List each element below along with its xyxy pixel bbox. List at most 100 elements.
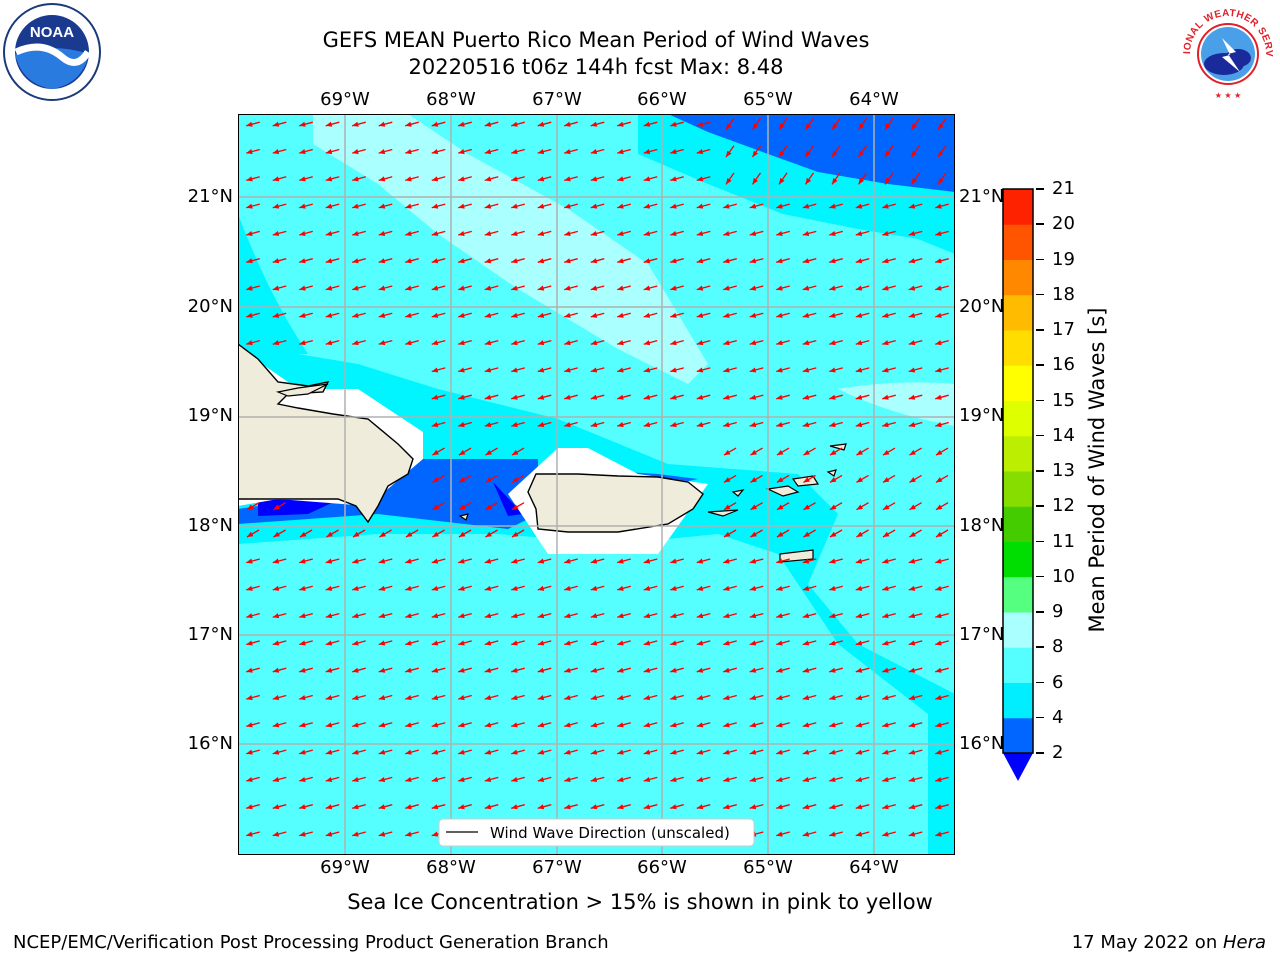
- wave-direction-arrow: [484, 148, 499, 155]
- wave-direction-arrow: [484, 394, 499, 400]
- wave-direction-arrow: [935, 230, 949, 236]
- wave-direction-arrow: [670, 230, 684, 236]
- wave-direction-arrow: [670, 749, 684, 755]
- wave-direction-arrow: [511, 558, 525, 564]
- lat-label-left-19n: 19°N: [187, 405, 233, 426]
- wave-direction-arrow: [696, 722, 711, 728]
- wave-direction-arrow: [829, 285, 843, 291]
- wave-direction-arrow: [670, 312, 684, 318]
- wave-direction-arrow: [432, 447, 445, 456]
- colorbar-tick-mark: [1036, 540, 1044, 542]
- wave-direction-arrow: [908, 804, 923, 810]
- wave-direction-arrow: [802, 640, 817, 646]
- wave-direction-arrow: [484, 776, 499, 782]
- wave-direction-arrow: [564, 667, 578, 673]
- wave-direction-arrow: [802, 230, 817, 236]
- wave-direction-arrow: [537, 640, 552, 646]
- lon-label-bottom-66w: 66°W: [637, 857, 687, 878]
- wave-direction-arrow: [246, 339, 260, 346]
- wave-direction-arrow: [935, 722, 949, 728]
- wave-direction-arrow: [378, 749, 393, 755]
- colorbar-cell: [1003, 506, 1033, 542]
- wave-direction-arrow: [325, 230, 340, 236]
- wave-direction-arrow: [537, 558, 552, 564]
- wave-direction-arrow: [776, 203, 790, 209]
- wave-direction-arrow: [696, 121, 711, 127]
- wave-direction-arrow: [882, 203, 896, 209]
- wave-direction-arrow: [882, 749, 896, 755]
- wave-direction-arrow: [272, 339, 287, 346]
- wave-direction-arrow: [246, 285, 260, 291]
- wave-direction-arrow: [829, 804, 843, 810]
- wave-direction-arrow: [643, 285, 658, 291]
- wave-direction-arrow: [405, 258, 419, 264]
- wave-direction-arrow: [299, 203, 313, 209]
- wave-direction-arrow: [776, 694, 790, 701]
- wave-direction-arrow: [937, 117, 947, 131]
- wave-direction-arrow: [273, 502, 286, 511]
- wave-direction-arrow: [458, 230, 472, 236]
- lon-label-top-67w: 67°W: [532, 89, 582, 110]
- wave-direction-arrow: [352, 585, 366, 591]
- wave-direction-arrow: [564, 585, 578, 591]
- wave-direction-arrow: [670, 694, 684, 701]
- wave-direction-arrow: [723, 285, 737, 291]
- colorbar-cell: [1003, 189, 1033, 225]
- wave-direction-arrow: [511, 367, 525, 373]
- wave-direction-arrow: [272, 285, 287, 291]
- wave-direction-arrow: [484, 640, 499, 646]
- wave-direction-arrow: [882, 585, 896, 591]
- wave-direction-arrow: [325, 176, 340, 182]
- wave-direction-arrow: [723, 804, 737, 810]
- wave-direction-arrow: [617, 285, 631, 291]
- hispaniola-land: [238, 343, 414, 524]
- colorbar-cell: [1003, 294, 1033, 331]
- wave-direction-arrow: [831, 117, 841, 131]
- wave-direction-arrow: [511, 394, 525, 400]
- wave-direction-arrow: [802, 804, 817, 810]
- wave-direction-arrow: [617, 339, 631, 346]
- wave-direction-arrow: [749, 230, 764, 236]
- wave-direction-arrow: [458, 804, 472, 810]
- wave-direction-arrow: [352, 558, 366, 564]
- wave-direction-arrow: [670, 148, 684, 155]
- wave-direction-arrow: [458, 776, 472, 782]
- wave-direction-arrow: [458, 339, 472, 346]
- wave-direction-arrow: [643, 585, 658, 591]
- wave-direction-arrow: [325, 285, 340, 291]
- wave-direction-arrow: [352, 667, 366, 673]
- wave-direction-arrow: [776, 474, 790, 483]
- wave-direction-arrow: [670, 121, 684, 127]
- colorbar-tick-label: 13: [1052, 460, 1075, 481]
- wave-direction-arrow: [723, 312, 737, 318]
- wave-direction-arrow: [882, 339, 896, 346]
- wave-direction-arrow: [749, 558, 764, 564]
- wave-direction-arrow: [829, 203, 843, 209]
- wave-direction-arrow: [855, 749, 870, 755]
- wave-direction-arrow: [882, 558, 896, 564]
- wave-direction-arrow: [431, 694, 446, 701]
- wave-direction-arrow: [537, 585, 552, 591]
- wave-direction-arrow: [458, 694, 472, 701]
- wave-direction-arrow: [749, 749, 764, 755]
- wave-direction-arrow: [935, 339, 949, 346]
- wave-direction-arrow: [776, 722, 790, 728]
- wave-direction-arrow: [511, 421, 525, 428]
- wave-direction-arrow: [431, 394, 446, 400]
- wave-direction-arrow: [908, 367, 923, 373]
- wave-direction-arrow: [484, 612, 499, 619]
- wave-direction-arrow: [405, 722, 419, 728]
- wave-direction-arrow: [882, 831, 896, 837]
- wave-direction-arrow: [829, 694, 843, 701]
- wave-direction-arrow: [884, 145, 894, 158]
- wave-direction-arrow: [352, 258, 366, 264]
- wave-direction-arrow: [272, 258, 287, 264]
- wave-direction-arrow: [590, 804, 605, 810]
- wave-direction-arrow: [829, 421, 843, 428]
- wave-direction-arrow: [723, 502, 737, 511]
- wave-direction-arrow: [590, 312, 605, 318]
- wave-direction-arrow: [352, 339, 366, 346]
- wave-direction-arrow: [246, 640, 260, 646]
- wave-direction-arrow: [590, 612, 605, 619]
- wave-direction-arrow: [405, 776, 419, 782]
